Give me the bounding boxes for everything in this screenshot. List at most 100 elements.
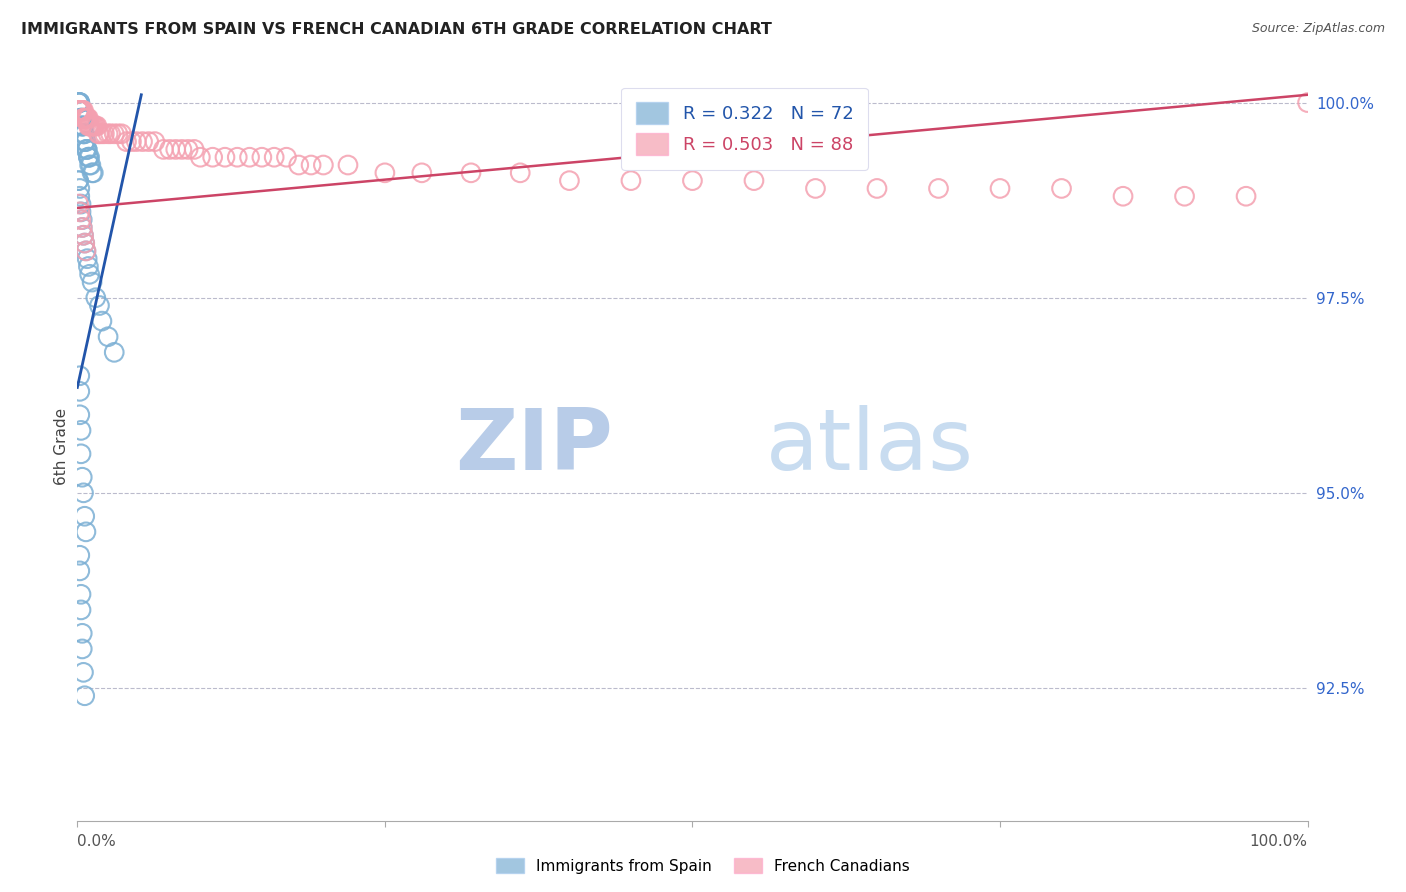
Point (82, 275, 104, 289)
Point (75, 135, 97, 149)
Point (70, 424, 93, 438)
Point (115, 135, 138, 149)
Point (75, 524, 97, 539)
Point (70, 103, 93, 118)
Point (69, 103, 91, 118)
Point (90, 314, 114, 328)
Point (509, 166, 531, 180)
Point (72, 228, 94, 243)
Point (70, 587, 93, 601)
Point (1112, 189, 1135, 203)
Text: 0.0%: 0.0% (77, 834, 117, 849)
Point (682, 174, 704, 188)
Point (70, 103, 93, 118)
Point (239, 150, 262, 164)
Point (69, 103, 91, 118)
Point (82, 119, 104, 133)
Point (75, 244, 97, 258)
Point (67, 103, 90, 118)
Point (70, 103, 93, 118)
Point (82, 119, 104, 133)
Point (67, 103, 90, 118)
Point (77, 260, 100, 274)
Point (69, 95, 91, 110)
Point (87, 127, 110, 141)
Point (89, 127, 111, 141)
Point (75, 142, 97, 156)
Point (84, 119, 107, 133)
Point (299, 158, 322, 172)
Point (411, 166, 433, 180)
Point (73, 509, 96, 524)
Text: 100.0%: 100.0% (1250, 834, 1308, 849)
Point (70, 119, 93, 133)
Point (312, 158, 335, 172)
Point (73, 111, 96, 125)
Point (67, 174, 90, 188)
Point (125, 135, 148, 149)
Point (80, 158, 103, 172)
Point (76, 111, 98, 125)
Point (288, 158, 311, 172)
Point (70, 103, 93, 118)
Point (73, 235, 96, 250)
Point (73, 235, 96, 250)
Point (80, 119, 103, 133)
Point (928, 181, 950, 195)
Point (100, 127, 122, 141)
Point (69, 103, 91, 118)
Point (143, 135, 166, 149)
Point (107, 127, 129, 141)
Point (70, 111, 93, 125)
Point (72, 485, 94, 500)
Point (90, 127, 114, 141)
Point (70, 212, 93, 227)
Point (79, 158, 101, 172)
Point (188, 150, 212, 164)
Point (93, 127, 115, 141)
Point (69, 408, 91, 422)
Legend: R = 0.322   N = 72, R = 0.503   N = 88: R = 0.322 N = 72, R = 0.503 N = 88 (621, 88, 868, 169)
Legend: Immigrants from Spain, French Canadians: Immigrants from Spain, French Canadians (489, 852, 917, 880)
Point (69, 95, 91, 110)
Point (250, 150, 273, 164)
Point (214, 150, 236, 164)
Point (337, 158, 360, 172)
Point (73, 111, 96, 125)
Point (70, 205, 93, 219)
Point (75, 111, 97, 125)
Point (79, 268, 101, 282)
Point (866, 181, 889, 195)
Point (69, 384, 91, 399)
Point (76, 252, 98, 266)
Point (111, 127, 132, 141)
Point (70, 212, 93, 227)
Point (69, 95, 91, 110)
Point (138, 135, 160, 149)
Point (69, 181, 91, 195)
Point (73, 135, 96, 149)
Point (131, 135, 153, 149)
Point (70, 103, 93, 118)
Point (70, 103, 93, 118)
Point (460, 166, 482, 180)
Point (72, 228, 94, 243)
Point (276, 150, 298, 164)
Point (86, 119, 108, 133)
Point (988, 181, 1011, 195)
Point (75, 244, 97, 258)
Point (77, 111, 100, 125)
Point (620, 174, 643, 188)
Point (70, 111, 93, 125)
Point (72, 127, 94, 141)
Point (72, 127, 94, 141)
Point (69, 549, 91, 563)
Point (76, 111, 98, 125)
Point (76, 142, 98, 156)
Point (1234, 189, 1257, 203)
Point (69, 368, 91, 383)
Point (742, 174, 765, 188)
Point (1296, 95, 1319, 110)
Point (70, 119, 93, 133)
Point (97, 330, 120, 344)
